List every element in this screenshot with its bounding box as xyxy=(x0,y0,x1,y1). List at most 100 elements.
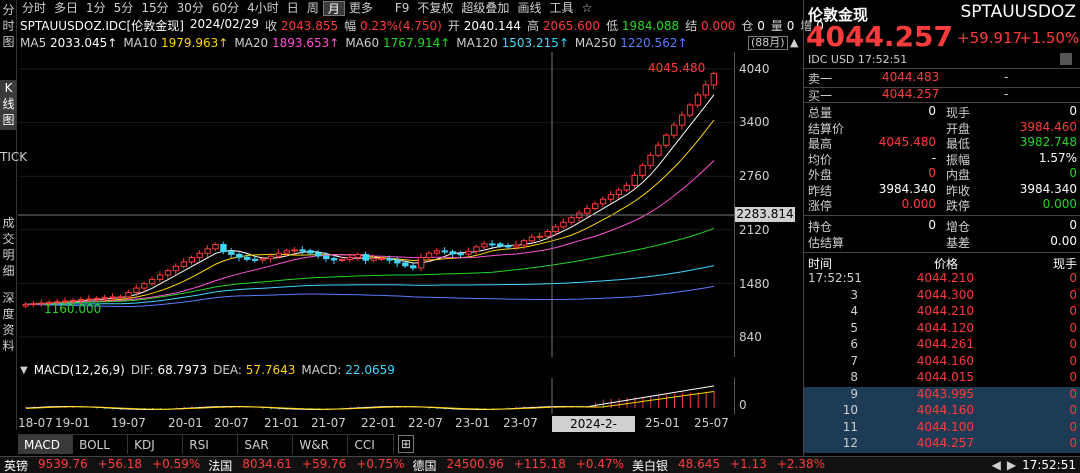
prev-arrow-icon[interactable]: ◀ xyxy=(991,458,1001,472)
indicator-tab-cci[interactable]: CCI xyxy=(348,434,394,454)
stat-row: 最高 4045.480 最低 3982.748 xyxy=(808,135,1077,151)
low-annotation: 1160.000 xyxy=(44,302,101,316)
tab-depth-data[interactable]: 深度资料 xyxy=(2,291,15,353)
price-tick: 1480 xyxy=(739,277,770,291)
indicator-tab-sar[interactable]: SAR xyxy=(238,434,294,454)
trade-row: 4 4044.210 0 xyxy=(850,304,1077,318)
period-tab[interactable]: 60分 xyxy=(211,0,240,15)
tool-draw[interactable]: 画线 xyxy=(517,0,542,15)
period-tab[interactable]: 周 xyxy=(306,0,319,15)
add-indicator-icon[interactable]: ⊞ xyxy=(397,435,414,453)
trade-row: 6 4044.261 0 xyxy=(850,337,1077,351)
candle-body xyxy=(204,248,211,254)
candle-body xyxy=(243,256,251,260)
ma-legend-item: MA60 1767.914↑ xyxy=(345,36,451,50)
price-tick: 3400 xyxy=(739,115,770,129)
price-tick: 2760 xyxy=(739,169,770,183)
candle-body xyxy=(591,203,599,209)
quote-panel: 伦敦金现 SPTAUUSDOZ 4044.257 +59.917 +1.50% … xyxy=(803,0,1080,456)
kline-chart[interactable]: 4045.480 1160.000 xyxy=(18,52,734,357)
range-value: 0.23%(4.750) xyxy=(360,19,442,33)
chevron-down-icon[interactable]: ▼ xyxy=(20,364,28,376)
candle-body xyxy=(425,252,433,258)
macd-header: ▼ MACD(12,26,9) DIF: 68.7973 DEA: 57.764… xyxy=(20,363,395,377)
ma-line xyxy=(25,227,715,305)
candle-body xyxy=(647,154,654,166)
period-tab[interactable]: 5分 xyxy=(113,0,134,15)
candle-body xyxy=(323,255,330,260)
ticker-item[interactable]: 德国 24500.96 +115.18 +0.47% xyxy=(412,456,625,473)
ticker-item[interactable]: 美白银 48.645 +1.13 +2.38% xyxy=(632,456,825,473)
low-label: 低 xyxy=(606,19,619,33)
tool-f9[interactable]: F9 xyxy=(394,0,410,15)
period-tab[interactable]: 15分 xyxy=(141,0,169,15)
period-tab[interactable]: 30分 xyxy=(176,0,204,15)
tool-tools[interactable]: 工具 xyxy=(549,0,574,15)
dif-value: 68.7973 xyxy=(157,363,208,377)
period-tab[interactable]: 多日 xyxy=(54,0,79,15)
indicator-tab-macd[interactable]: MACD xyxy=(18,434,74,454)
period-tab[interactable]: 4小时 xyxy=(247,0,279,15)
tab-kline[interactable]: K线图 xyxy=(0,80,17,130)
trade-row: 12 4044.257 0 xyxy=(804,436,1080,453)
candle-body xyxy=(489,243,496,246)
candle-body xyxy=(125,291,132,298)
candle-body xyxy=(188,257,196,263)
candle-body xyxy=(599,198,607,205)
open-value: 2040.144 xyxy=(463,19,521,33)
settle-label: 结 xyxy=(685,19,698,33)
price-tick: 4040 xyxy=(739,62,770,76)
period-tab[interactable]: 分时 xyxy=(22,0,47,15)
star-icon[interactable]: ☆ xyxy=(581,0,593,15)
indicator-tab-rsi[interactable]: RSI xyxy=(183,434,239,454)
ma-line xyxy=(26,265,715,305)
ticker-item[interactable]: 法国 8034.61 +59.76 +0.75% xyxy=(208,456,405,473)
ticker-item[interactable]: 英镑 9539.76 +56.18 +0.59% xyxy=(4,456,201,473)
chevron-up-icon[interactable]: ▲ xyxy=(790,36,799,49)
tab-trade-details[interactable]: 成交明细 xyxy=(2,216,15,278)
candle-body xyxy=(259,258,267,261)
candle-body xyxy=(251,258,259,261)
candle-body xyxy=(457,253,464,256)
tab-tick[interactable]: TICK xyxy=(0,150,28,164)
low-value: 1984.088 xyxy=(621,19,680,33)
time-tick: 21-07 xyxy=(311,416,346,430)
candle-body xyxy=(678,114,686,126)
tool-adjust[interactable]: 不复权 xyxy=(417,0,454,15)
candle-body xyxy=(101,297,109,300)
macd-chart[interactable] xyxy=(18,378,734,414)
time-tick: 20-07 xyxy=(214,416,249,430)
time-tick: 18-07 xyxy=(18,416,53,430)
trade-row: 17:52:51 4044.210 0 xyxy=(808,271,1077,285)
period-tab[interactable]: 日 xyxy=(286,0,299,15)
bottom-ticker: 英镑 9539.76 +56.18 +0.59% 法国 8034.61 +59.76 +0.… xyxy=(0,456,1080,473)
candle-body xyxy=(330,258,338,261)
candle-body xyxy=(141,283,148,289)
candle-body xyxy=(686,104,694,116)
period-tab-active[interactable]: 月 xyxy=(322,0,345,16)
tool-overlay[interactable]: 超级叠加 xyxy=(461,0,510,15)
dea-value: 57.7643 xyxy=(245,363,296,377)
ma-period-box[interactable]: (88月) xyxy=(748,36,788,50)
candle-body xyxy=(133,287,140,293)
next-arrow-icon[interactable]: ▶ xyxy=(1006,458,1017,472)
time-tick: 22-01 xyxy=(361,416,396,430)
candle-body xyxy=(671,124,678,136)
time-tick: 25-07 xyxy=(694,416,729,430)
indicator-tab-kdj[interactable]: KDJ xyxy=(128,434,184,454)
ticker-time: 17:52:51 xyxy=(1022,458,1076,472)
ma-legend-item: MA120 1503.215↑ xyxy=(456,36,569,50)
indicator-tab-wr[interactable]: W&R xyxy=(293,434,349,454)
tab-intraday[interactable]: 分时图 xyxy=(2,3,15,49)
period-tab[interactable]: 1分 xyxy=(86,0,106,15)
stat-row: 估结算 基差 0.00 xyxy=(808,234,1077,250)
period-more[interactable]: 更多 xyxy=(348,0,373,15)
bar-info-line: SPTAUUSDOZ.IDC[伦敦金现] 2024/02/29 收 2043.8… xyxy=(20,17,824,33)
security-code: SPTAUUSDOZ.IDC[伦敦金现] xyxy=(20,19,184,33)
candle-body xyxy=(544,230,551,237)
range-label: 幅 xyxy=(344,19,357,33)
candle-body xyxy=(196,252,203,259)
bid-price: 4044.257 xyxy=(882,87,940,101)
indicator-tab-boll[interactable]: BOLL xyxy=(73,434,129,454)
edit-icon[interactable] xyxy=(1060,53,1072,65)
